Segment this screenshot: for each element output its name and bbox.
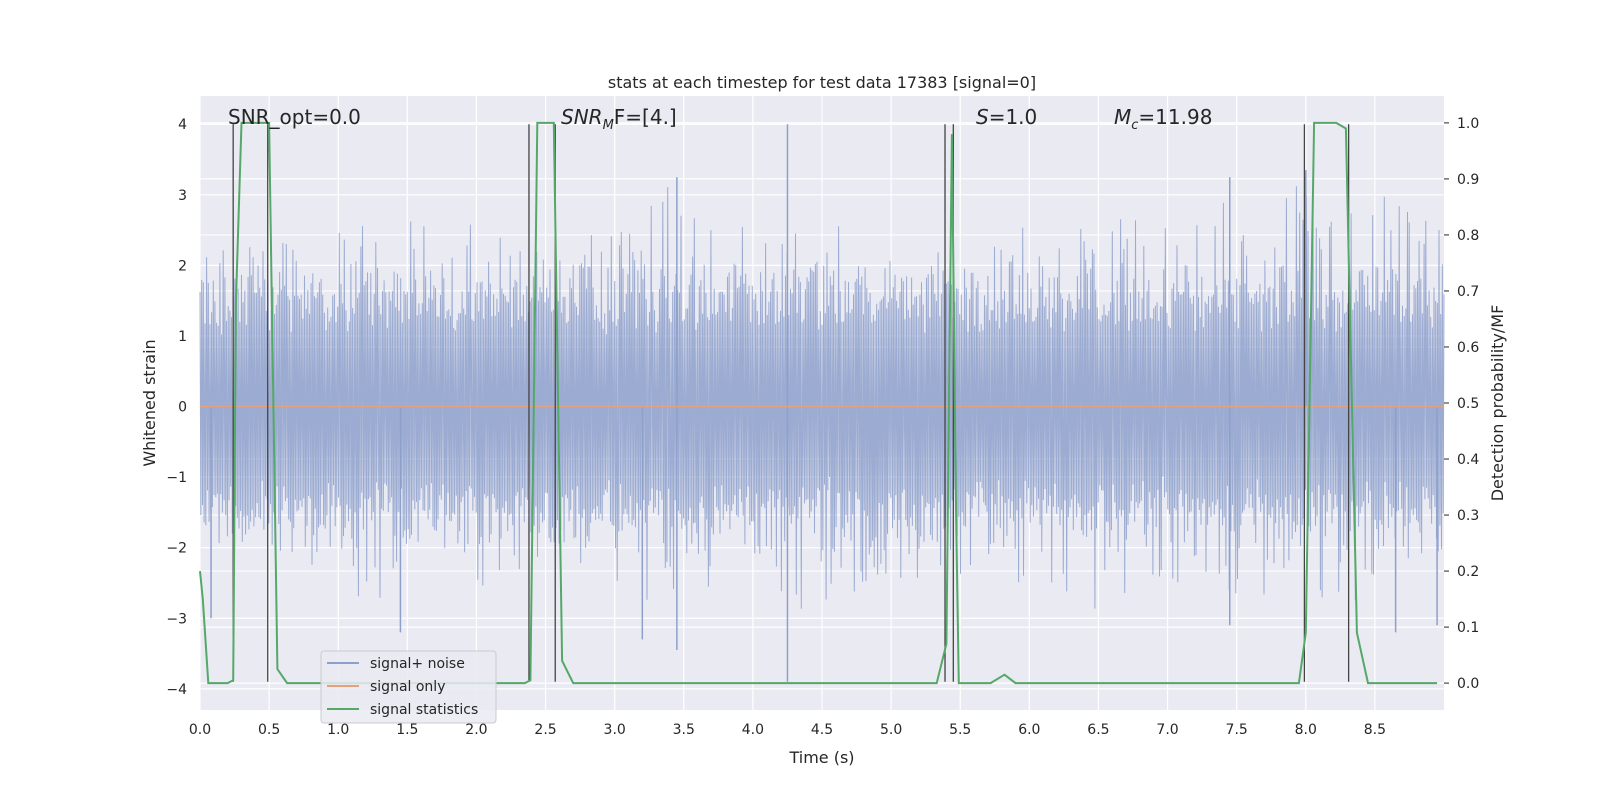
legend-box	[320, 650, 497, 724]
y2-axis-label: Detection probability/MF	[1488, 305, 1507, 502]
x-tick-label: 5.0	[880, 722, 902, 738]
x-tick-label: 8.0	[1295, 722, 1317, 738]
x-tick-label: 4.5	[811, 722, 833, 738]
annotation-s: S=1.0	[976, 105, 1037, 129]
annotation-mc-tail: =11.98	[1138, 105, 1212, 129]
annotation-snr-mf-tail: F=[4.]	[614, 105, 677, 129]
y-tick-label: 3	[178, 188, 187, 204]
x-tick-label: 7.0	[1156, 722, 1178, 738]
x-ticks: 0.0 0.5 1.0 1.5 2.0 2.5 3.0 3.5 4.0 4.5 5.0 5.5 6.0 6…	[189, 722, 1386, 738]
y-ticks: −4 −3 −2 −1 0 1 2 3 4	[166, 117, 187, 698]
x-tick-label: 2.0	[465, 722, 487, 738]
x-tick-label: 3.5	[673, 722, 695, 738]
y2-tick-label: 1.0	[1457, 116, 1479, 132]
y-tick-label: −2	[166, 541, 187, 557]
annotation-snr-mf: SNRMF=[4.]	[561, 105, 677, 133]
signal-noise-line	[199, 186, 1445, 609]
y2-tick-label: 0.7	[1457, 284, 1479, 300]
x-tick-label: 5.5	[949, 722, 971, 738]
x-tick-label: 3.0	[604, 722, 626, 738]
y-tick-label: 4	[178, 117, 187, 133]
annotation-snr-opt: SNR_opt=0.0	[228, 105, 361, 129]
legend: signal+ noise signal only signal statist…	[320, 650, 497, 724]
x-tick-label: 6.5	[1087, 722, 1109, 738]
y-tick-label: −4	[166, 682, 187, 698]
signal-statistics-series	[199, 121, 1438, 685]
x-tick-label: 1.0	[327, 722, 349, 738]
y2-tick-label: 0.8	[1457, 228, 1479, 244]
x-tick-label: 0.5	[258, 722, 280, 738]
y-tick-label: 2	[178, 258, 187, 274]
y2-tick-label: 0.1	[1457, 620, 1479, 636]
y2-tick-label: 0.6	[1457, 340, 1479, 356]
legend-label-signal-statistics: signal statistics	[370, 702, 478, 718]
y2-tick-label: 0.2	[1457, 564, 1479, 580]
annotation-mc-base: M	[1114, 105, 1131, 129]
x-tick-label: 7.5	[1226, 722, 1248, 738]
y-tick-label: −1	[166, 470, 187, 486]
annotation-mc-sub: c	[1131, 118, 1138, 133]
chart-title: stats at each timestep for test data 173…	[608, 73, 1036, 92]
x-tick-label: 0.0	[189, 722, 211, 738]
annotation-s-tail: =1.0	[989, 105, 1038, 129]
x-tick-label: 2.5	[534, 722, 556, 738]
annotation-snr-mf-base: SNR	[561, 105, 603, 129]
y-tick-label: 1	[178, 329, 187, 345]
annotation-s-base: S	[976, 105, 989, 129]
y2-tick-label: 0.9	[1457, 172, 1479, 188]
legend-label-signal-only: signal only	[370, 679, 445, 695]
y2-tick-label: 0.5	[1457, 396, 1479, 412]
y-tick-label: 0	[178, 400, 187, 416]
x-tick-label: 1.5	[396, 722, 418, 738]
y2-ticks: 0.0 0.1 0.2 0.3 0.4 0.5 0.6 0.7 0.8 0.9 1.0	[1444, 116, 1479, 692]
x-tick-label: 4.0	[742, 722, 764, 738]
legend-label-signal-noise: signal+ noise	[370, 656, 465, 672]
signal-noise-series	[199, 124, 1445, 682]
x-axis-label: Time (s)	[788, 748, 854, 767]
y2-tick-label: 0.3	[1457, 508, 1479, 524]
signal-statistics-line	[199, 121, 1438, 685]
annotations: SNR_opt=0.0 SNRMF=[4.] S=1.0 Mc=11.98	[228, 105, 1212, 133]
y-tick-label: −3	[166, 611, 187, 627]
x-tick-label: 6.0	[1018, 722, 1040, 738]
y-axis-label: Whitened strain	[140, 339, 159, 466]
y2-tick-label: 0.0	[1457, 676, 1479, 692]
x-tick-label: 8.5	[1364, 722, 1386, 738]
annotation-snr-mf-sub: M	[603, 118, 614, 133]
annotation-mc: Mc=11.98	[1114, 105, 1212, 133]
y2-tick-label: 0.4	[1457, 452, 1479, 468]
